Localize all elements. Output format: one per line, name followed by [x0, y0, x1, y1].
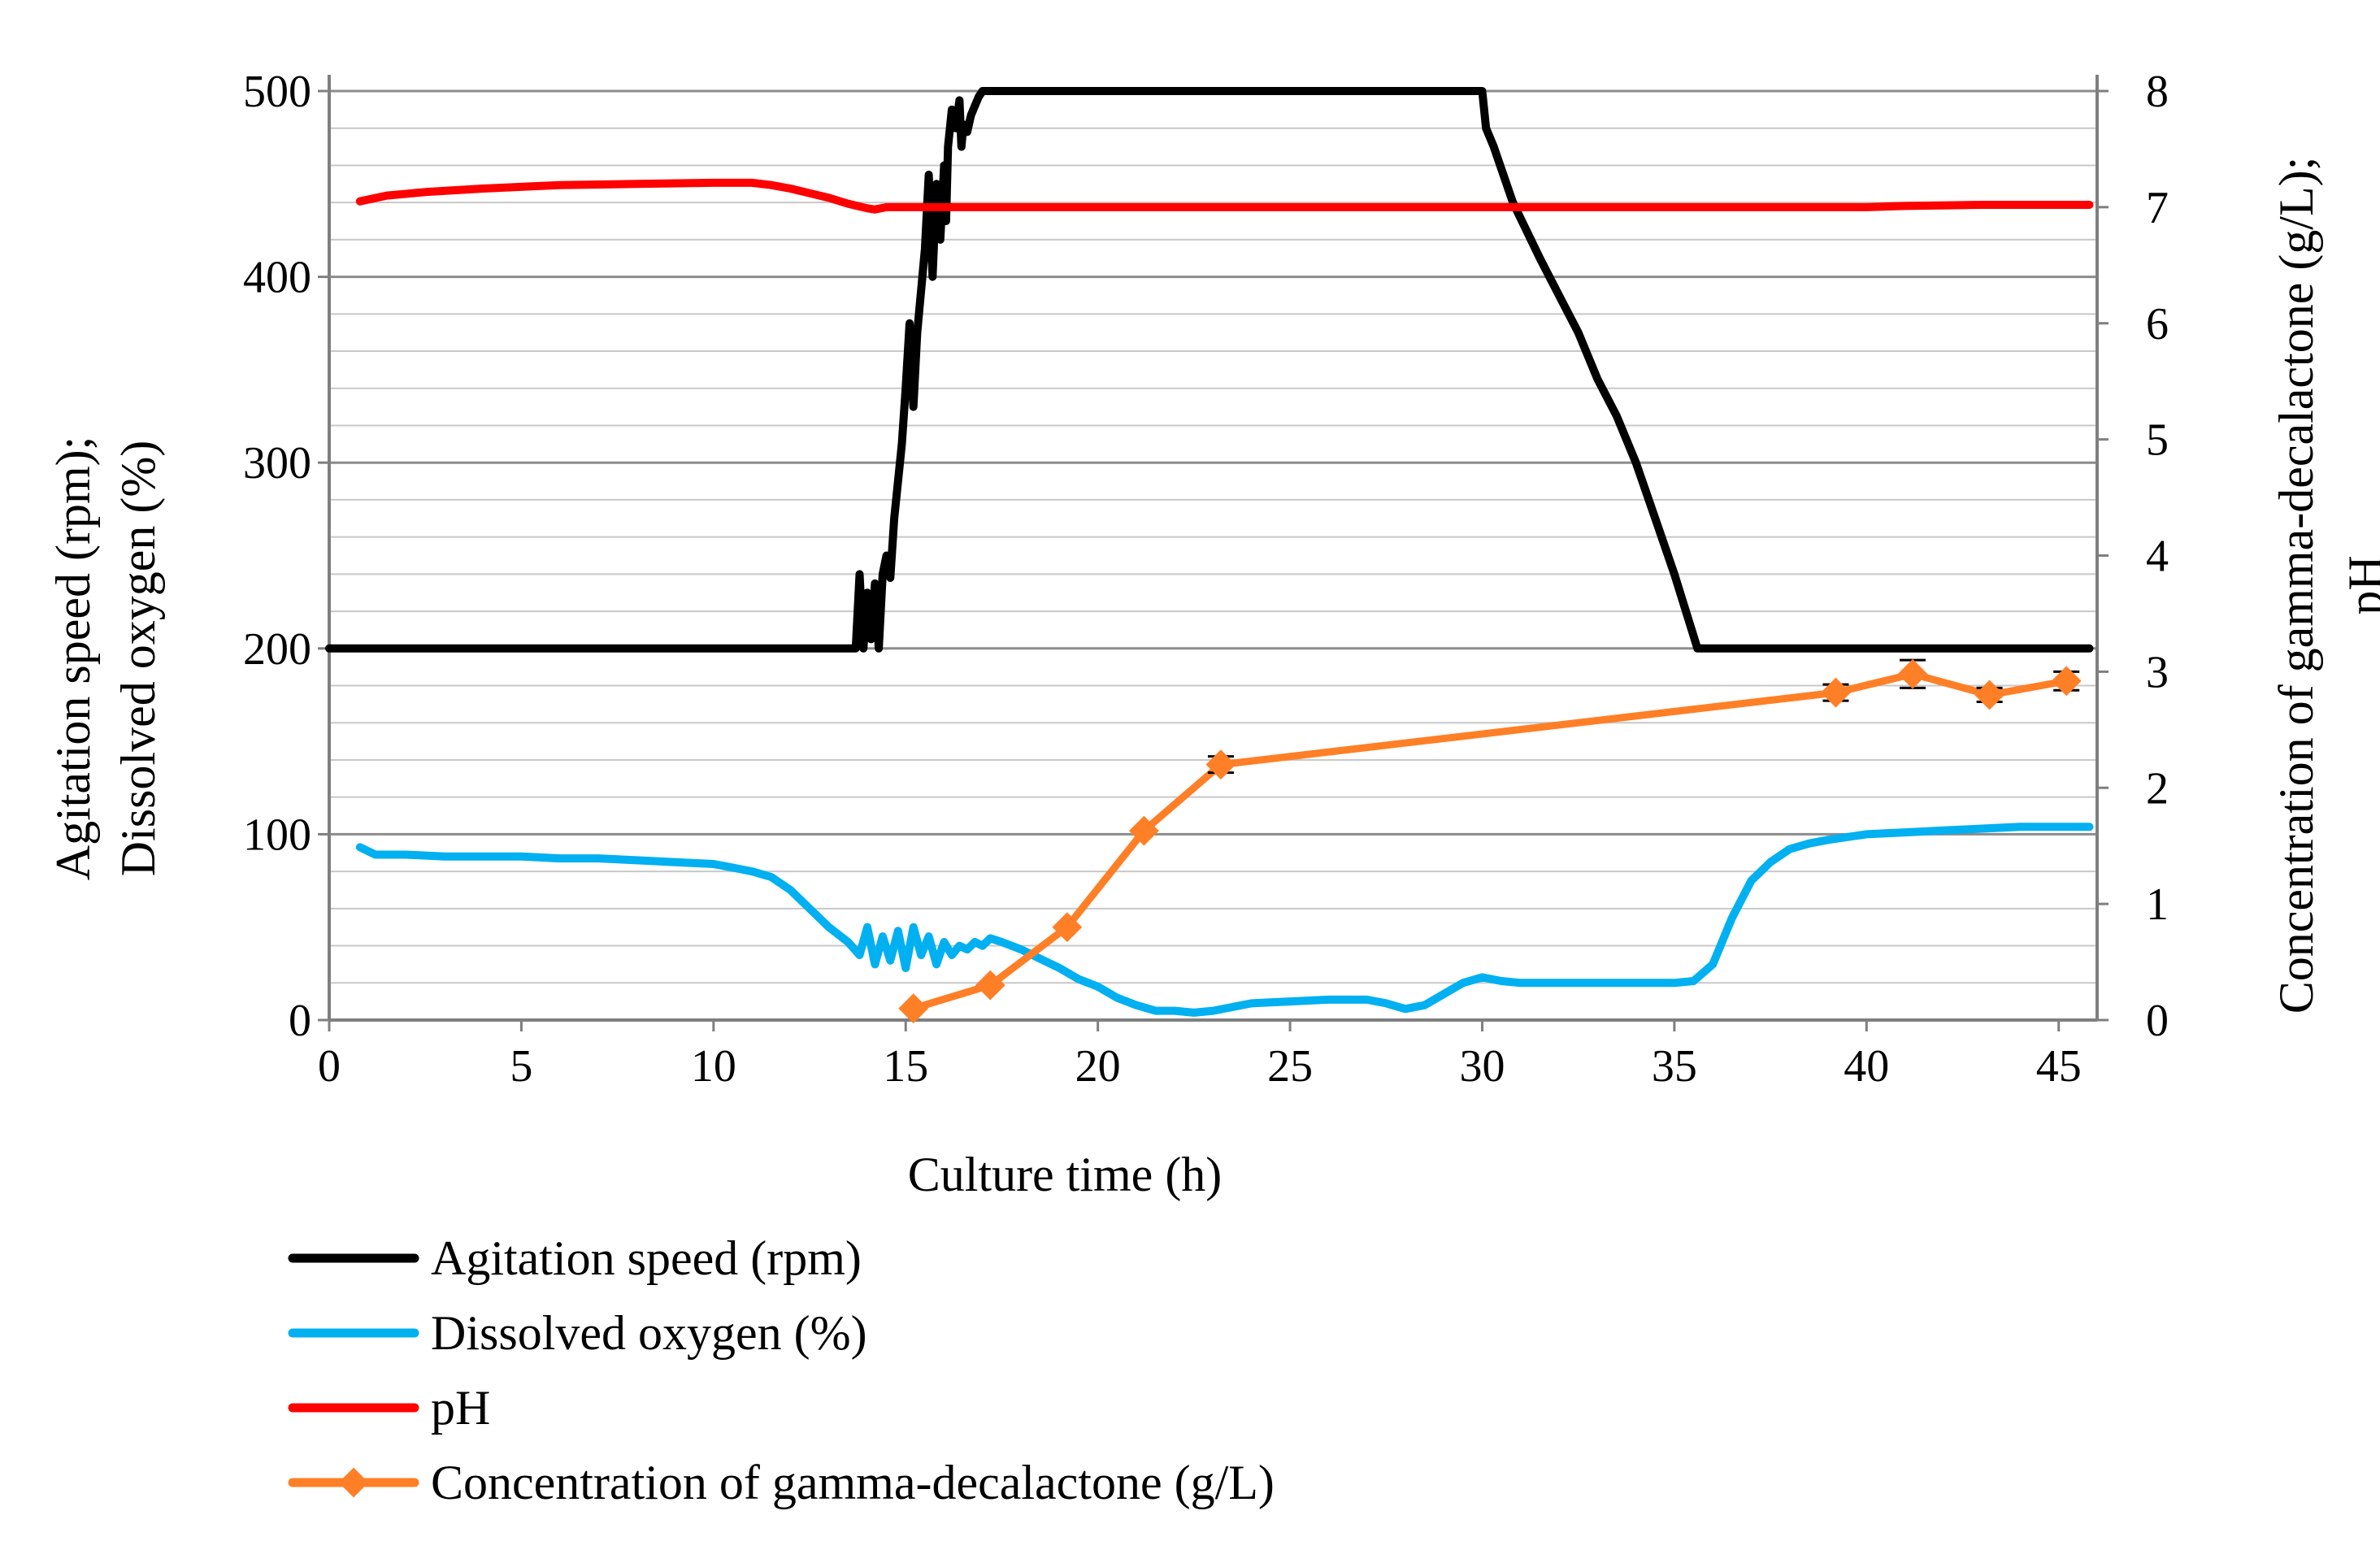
legend-entry-dissolved-oxygen: Dissolved oxygen (%): [288, 1306, 867, 1360]
legend-marker: [338, 1467, 369, 1498]
data-point: [975, 970, 1005, 1001]
legend-label: Concentration of gamma-decalactone (g/L): [431, 1456, 1275, 1509]
right-tick-label: 2: [2146, 763, 2169, 814]
x-tick-label: 45: [2036, 1041, 2082, 1092]
tick-labels: 0 5 10 15 20 25 30 35 40 450100200300400500012345…: [243, 67, 2169, 1092]
x-tick-label: 0: [318, 1041, 341, 1092]
left-tick-label: 400: [243, 253, 311, 303]
right-tick-label: 6: [2146, 299, 2169, 350]
right-tick-label: 1: [2146, 879, 2169, 930]
x-tick-label: 35: [1652, 1041, 1697, 1092]
right-tick-label: 4: [2146, 532, 2169, 582]
x-tick-label: 5: [510, 1041, 532, 1092]
series-dissolved-oxygen: [355, 823, 2094, 1017]
data-point: [2051, 666, 2082, 697]
left-tick-label: 200: [243, 624, 311, 675]
legend-label: pH: [431, 1381, 490, 1435]
data-point: [1897, 658, 1928, 689]
data-point: [1052, 912, 1083, 943]
legend-label: Dissolved oxygen (%): [431, 1306, 867, 1360]
data-series: [325, 87, 2094, 1024]
series-agitation-speed-rpm: [325, 87, 2094, 653]
left-tick-label: 500: [243, 67, 311, 117]
data-point: [1128, 815, 1159, 846]
left-tick-label: 300: [243, 438, 311, 488]
x-tick-label: 40: [1844, 1041, 1889, 1092]
series-ph: [355, 178, 2094, 214]
series-concentration-of-gamma-decalactone-g-l: [898, 658, 2082, 1024]
right-tick-label: 0: [2146, 996, 2169, 1046]
legend-entry-concentration-of-gamma-decalactone-g-l: Concentration of gamma-decalactone (g/L): [288, 1456, 1275, 1509]
series-line: [910, 670, 2070, 1013]
data-point: [1821, 677, 1851, 708]
legend-label: Agitation speed (rpm): [431, 1231, 862, 1285]
left-tick-label: 100: [243, 810, 311, 860]
x-tick-label: 15: [883, 1041, 928, 1092]
right-tick-label: 3: [2146, 647, 2169, 697]
x-tick-label: 30: [1459, 1041, 1505, 1092]
x-tick-label: 10: [691, 1041, 736, 1092]
right-tick-label: 5: [2146, 415, 2169, 466]
x-tick-label: 20: [1075, 1041, 1121, 1092]
series-line: [325, 87, 2094, 653]
x-tick-label: 25: [1267, 1041, 1313, 1092]
right-tick-label: 8: [2146, 67, 2169, 117]
gridlines: [329, 89, 2097, 1022]
legend-entry-agitation-speed-rpm: Agitation speed (rpm): [288, 1231, 862, 1285]
right-axis-title-line-1: Concentration of gamma-decalactone (g/L)…: [2269, 157, 2323, 1014]
left-axis-title: Agitation speed (rpm); Dissolved oxygen …: [46, 436, 165, 881]
legend-entry-ph: pH: [288, 1381, 490, 1435]
data-point: [898, 993, 929, 1024]
data-point: [1974, 679, 2005, 710]
left-axis-title-line-2: Dissolved oxygen (%): [111, 441, 165, 877]
series-line: [355, 823, 2094, 1017]
left-axis-title-line-1: Agitation speed (rpm);: [46, 436, 100, 881]
data-point: [1205, 749, 1236, 780]
x-axis-title: Culture time (h): [908, 1148, 1223, 1201]
right-axis-title-line-2: pH: [2339, 555, 2380, 614]
series-line: [355, 178, 2094, 214]
legend: Agitation speed (rpm) Dissolved oxygen (%…: [288, 1231, 1275, 1509]
right-tick-label: 7: [2146, 183, 2169, 233]
left-tick-label: 0: [289, 996, 311, 1046]
axes: [318, 75, 2109, 1031]
right-axis-title: Concentration of gamma-decalactone (g/L)…: [2269, 157, 2380, 1014]
